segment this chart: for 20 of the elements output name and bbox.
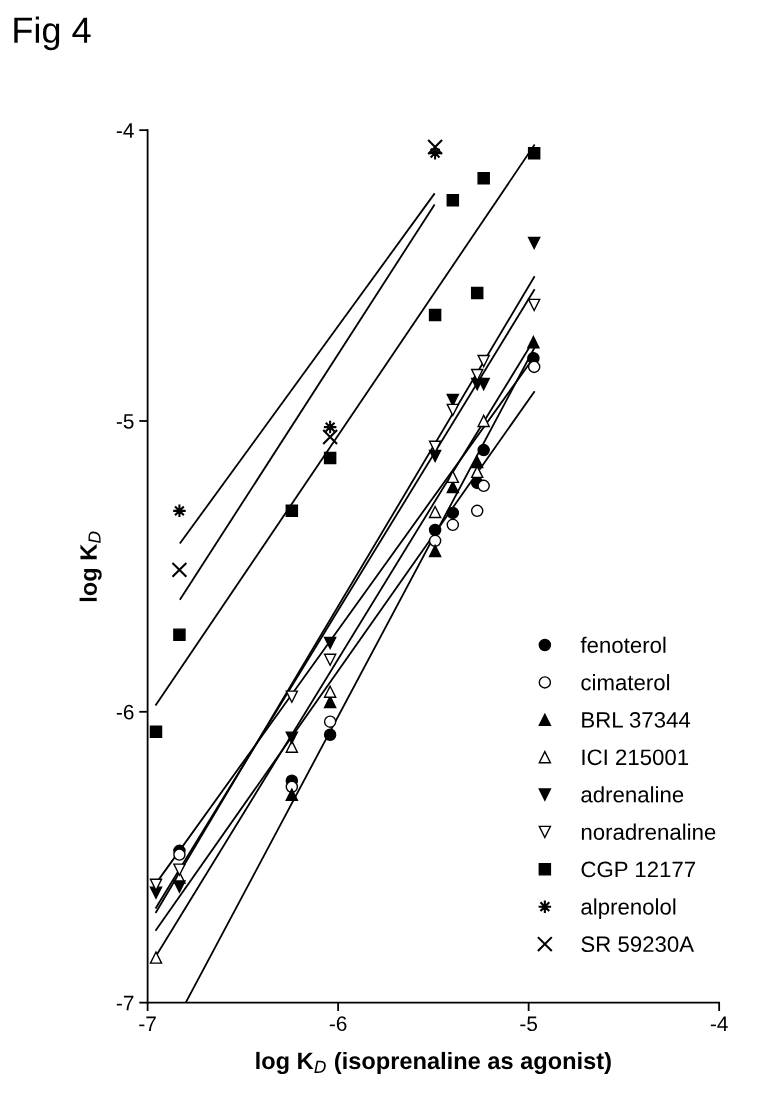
legend-label: ICI 215001 xyxy=(582,749,689,766)
legend-label: BRL 37344 xyxy=(582,712,691,728)
x-tick-label: -4 xyxy=(710,1016,728,1031)
legend-label: adrenaline xyxy=(581,786,684,803)
legend-label: fenoterol xyxy=(580,636,666,653)
x-tick-label: -5 xyxy=(520,1016,538,1032)
y-tick-label: -5 xyxy=(116,414,134,429)
legend-label: cimaterol xyxy=(581,674,670,691)
legend-label: noradrenaline xyxy=(581,823,716,840)
y-tick-label: -4 xyxy=(116,123,134,138)
x-tick-label: -7 xyxy=(139,1016,156,1031)
y-tick-label: -6 xyxy=(116,704,134,720)
y-tick-label: -7 xyxy=(116,995,134,1011)
y-axis-title: log K$_{D}$ xyxy=(79,531,102,602)
legend-label: CGP 12177 xyxy=(581,861,696,878)
legend-label: alprenolol xyxy=(581,898,676,920)
legend-label: SR 59230A xyxy=(581,936,695,953)
chart-title: Fig 4 xyxy=(14,16,91,51)
x-tick-label: -6 xyxy=(329,1016,347,1032)
x-axis-title: log K$_{D}$ (isoprenaline as agonist) xyxy=(256,1051,611,1075)
